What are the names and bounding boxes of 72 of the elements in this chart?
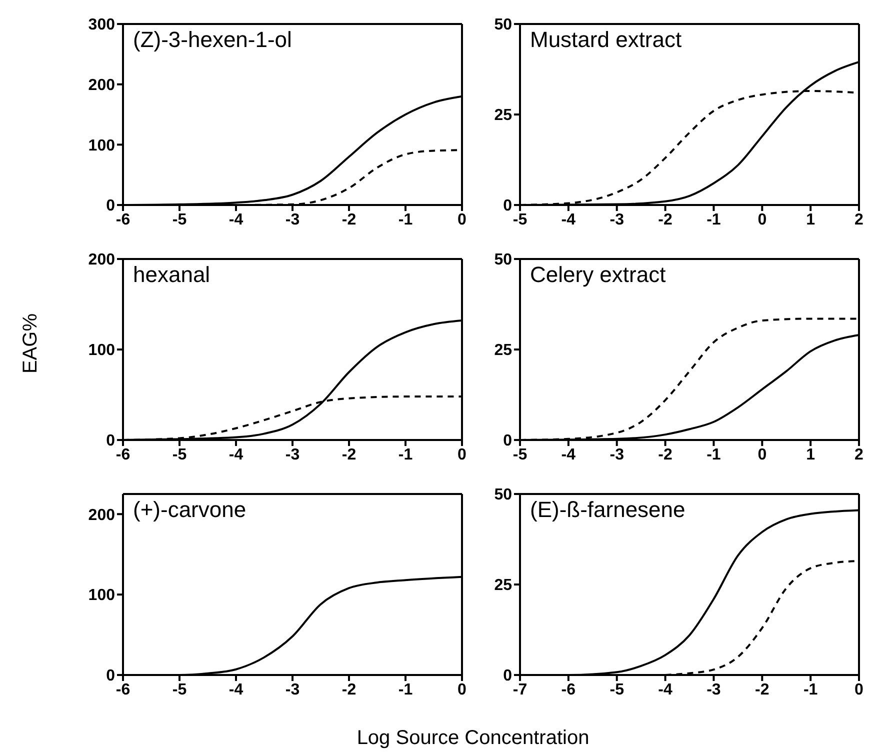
x-tick-label: -6 — [116, 681, 130, 698]
x-tick-label: -5 — [610, 681, 624, 698]
x-tick-label: 1 — [806, 211, 816, 228]
x-tick-label: 0 — [758, 446, 767, 464]
chart-title: Mustard extract — [530, 27, 682, 53]
chart-title: hexanal — [133, 262, 210, 288]
x-tick-label: -4 — [658, 681, 672, 698]
x-tick-label: 2 — [854, 211, 864, 228]
y-tick-label: 0 — [503, 668, 512, 685]
x-tick-label: -3 — [285, 681, 300, 698]
x-tick-label: -3 — [610, 446, 624, 464]
x-tick-label: 0 — [854, 681, 864, 698]
y-tick-label: 200 — [88, 77, 116, 94]
x-tick-label: -7 — [512, 681, 528, 698]
x-tick-label: -3 — [285, 446, 300, 464]
x-tick-label: -4 — [561, 446, 576, 464]
x-tick-label: -1 — [706, 446, 721, 464]
y-tick-label: 25 — [494, 342, 512, 360]
x-tick-label: 0 — [458, 681, 467, 698]
chart-title: Celery extract — [530, 262, 666, 288]
y-tick-label: 200 — [88, 506, 116, 524]
x-tick-label: -4 — [228, 681, 244, 698]
x-tick-label: -2 — [755, 681, 770, 698]
y-tick-label: 0 — [106, 198, 116, 215]
y-axis-title: EAG% — [20, 312, 42, 374]
y-tick-label: 0 — [503, 198, 512, 215]
x-tick-label: -5 — [512, 211, 528, 228]
x-axis-title: Log Source Concentration — [356, 727, 590, 750]
x-tick-label: -4 — [228, 446, 244, 464]
y-tick-label: 0 — [503, 432, 512, 450]
x-tick-label: -3 — [706, 681, 721, 698]
x-tick-label: -2 — [658, 446, 672, 464]
x-tick-label: -2 — [342, 681, 356, 698]
x-tick-label: 2 — [854, 446, 864, 464]
y-tick-label: 0 — [106, 432, 116, 450]
y-tick-label: 50 — [494, 486, 512, 504]
x-tick-label: 0 — [458, 211, 467, 228]
y-tick-label: 25 — [494, 577, 512, 594]
chart-title: (Z)-3-hexen-1-ol — [133, 27, 292, 53]
x-tick-label: -5 — [172, 211, 187, 228]
x-tick-label: -6 — [561, 681, 576, 698]
y-tick-label: 25 — [494, 107, 512, 124]
x-tick-label: -1 — [398, 211, 413, 228]
y-tick-label: 200 — [88, 252, 116, 269]
x-tick-label: -1 — [398, 446, 413, 464]
x-tick-label: -3 — [285, 211, 300, 228]
y-tick-label: 50 — [494, 16, 512, 34]
x-tick-label: -6 — [116, 446, 130, 464]
x-tick-label: -2 — [342, 211, 356, 228]
x-tick-label: -5 — [172, 681, 187, 698]
x-tick-label: -4 — [561, 211, 576, 228]
x-tick-label: -4 — [228, 211, 244, 228]
y-tick-label: 100 — [88, 137, 116, 154]
chart-title: (+)-carvone — [133, 497, 246, 523]
x-tick-label: 0 — [458, 446, 467, 464]
x-tick-label: 0 — [758, 211, 767, 228]
x-tick-label: -3 — [610, 211, 624, 228]
x-tick-label: -2 — [658, 211, 672, 228]
y-tick-label: 300 — [88, 16, 116, 34]
x-tick-label: -1 — [706, 211, 721, 228]
y-tick-label: 50 — [494, 252, 512, 269]
x-tick-label: -6 — [116, 211, 130, 228]
chart-title: (E)-ß-farnesene — [530, 497, 686, 523]
y-tick-label: 100 — [88, 342, 116, 360]
x-tick-label: -5 — [172, 446, 187, 464]
x-tick-label: 1 — [806, 446, 816, 464]
x-tick-label: -5 — [512, 446, 528, 464]
x-tick-label: -1 — [398, 681, 413, 698]
y-tick-label: 0 — [106, 668, 116, 685]
x-tick-label: -2 — [342, 446, 356, 464]
x-tick-label: -1 — [803, 681, 818, 698]
y-tick-label: 100 — [88, 587, 116, 604]
